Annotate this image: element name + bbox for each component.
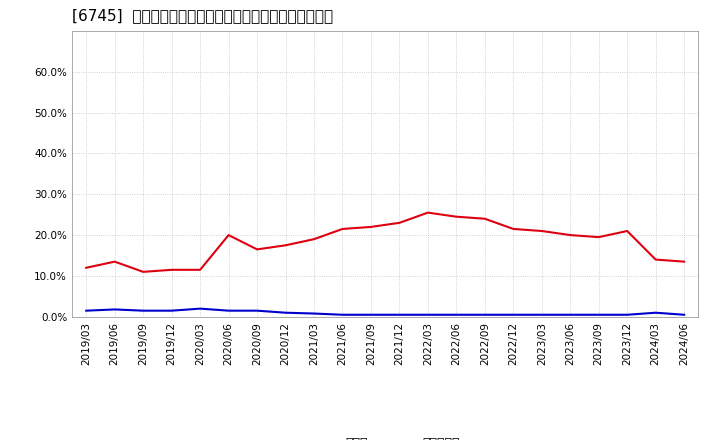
有利子負債 xyxy=(566,312,575,317)
現預金 xyxy=(225,232,233,238)
Legend: 現預金, 有利子負債: 現預金, 有利子負債 xyxy=(306,432,464,440)
現預金 xyxy=(139,269,148,275)
有利子負債 xyxy=(652,310,660,315)
有利子負債 xyxy=(595,312,603,317)
有利子負債 xyxy=(167,308,176,313)
Line: 現預金: 現預金 xyxy=(86,213,684,272)
有利子負債 xyxy=(310,311,318,316)
Line: 有利子負債: 有利子負債 xyxy=(86,308,684,315)
現預金 xyxy=(452,214,461,219)
現預金 xyxy=(509,226,518,231)
有利子負債 xyxy=(423,312,432,317)
現預金 xyxy=(310,237,318,242)
現預金 xyxy=(623,228,631,234)
現預金 xyxy=(167,267,176,272)
現預金 xyxy=(196,267,204,272)
有利子負債 xyxy=(509,312,518,317)
有利子負債 xyxy=(82,308,91,313)
現預金 xyxy=(253,247,261,252)
有利子負債 xyxy=(338,312,347,317)
有利子負債 xyxy=(680,312,688,317)
現預金 xyxy=(366,224,375,230)
現預金 xyxy=(395,220,404,225)
現預金 xyxy=(680,259,688,264)
有利子負債 xyxy=(282,310,290,315)
有利子負債 xyxy=(110,307,119,312)
有利子負債 xyxy=(395,312,404,317)
有利子負債 xyxy=(366,312,375,317)
Text: [6745]  現預金、有利子負債の総資産に対する比率の推移: [6745] 現預金、有利子負債の総資産に対する比率の推移 xyxy=(72,7,333,23)
現預金 xyxy=(480,216,489,221)
有利子負債 xyxy=(225,308,233,313)
現預金 xyxy=(110,259,119,264)
現預金 xyxy=(595,235,603,240)
現預金 xyxy=(566,232,575,238)
有利子負債 xyxy=(139,308,148,313)
現預金 xyxy=(537,228,546,234)
有利子負債 xyxy=(452,312,461,317)
有利子負債 xyxy=(623,312,631,317)
有利子負債 xyxy=(480,312,489,317)
現預金 xyxy=(423,210,432,215)
現預金 xyxy=(652,257,660,262)
現預金 xyxy=(282,242,290,248)
有利子負債 xyxy=(537,312,546,317)
有利子負債 xyxy=(196,306,204,311)
有利子負債 xyxy=(253,308,261,313)
現預金 xyxy=(338,226,347,231)
現預金 xyxy=(82,265,91,271)
